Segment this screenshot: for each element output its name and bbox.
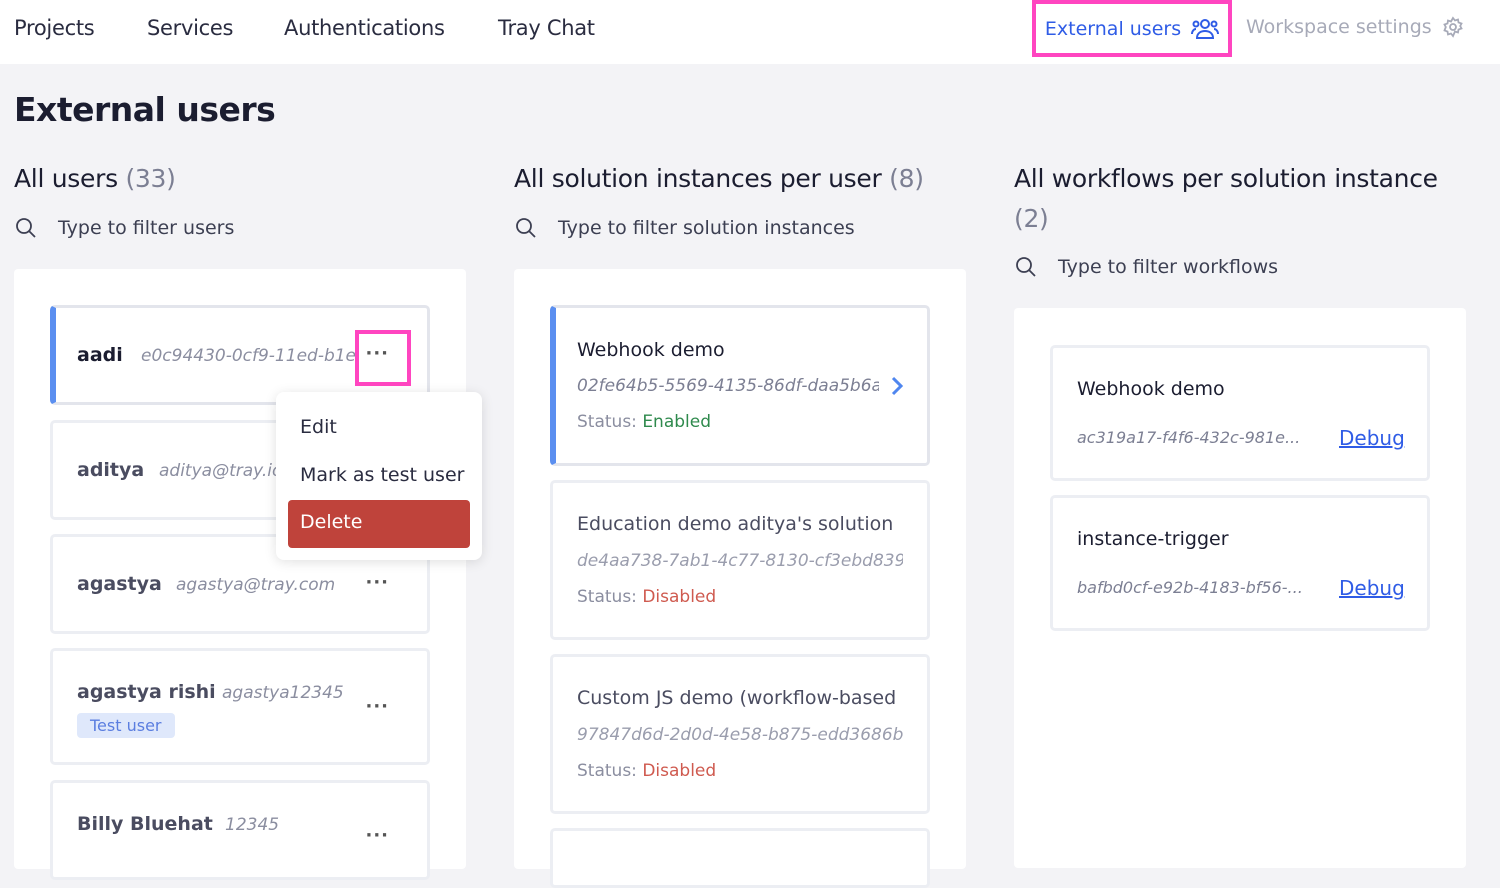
highlight-box: [355, 330, 411, 386]
workflow-id: ac319a17-f4f6-432c-981e...: [1077, 428, 1301, 447]
solution-status: Status: Disabled: [577, 587, 716, 607]
page-title: External users: [14, 90, 276, 129]
user-id: aditya@tray.io: [159, 461, 279, 481]
solution-card[interactable]: Custom JS demo (workflow-based 97847d6d-…: [550, 654, 930, 814]
status-value: Disabled: [642, 587, 717, 607]
solution-card[interactable]: Webhook demo 02fe64b5-5569-4135-86df-daa…: [550, 305, 930, 466]
chevron-right-icon[interactable]: [890, 376, 904, 396]
users-panel: aadi e0c94430-0cf9-11ed-b1e ··· aditya a…: [14, 269, 466, 880]
user-card[interactable]: agastya rishi agastya12345 Test user ···: [50, 648, 430, 765]
top-nav: Projects Services Authentications Tray C…: [0, 0, 1500, 64]
solution-id: 02fe64b5-5569-4135-86df-daa5b6a: [577, 376, 879, 396]
nav-authentications[interactable]: Authentications: [284, 16, 445, 40]
status-label: Status:: [577, 761, 637, 781]
status-value: Enabled: [642, 412, 712, 432]
users-count: (33): [125, 164, 176, 193]
debug-link[interactable]: Debug: [1339, 576, 1405, 600]
menu-item-edit[interactable]: Edit: [300, 416, 337, 438]
search-icon: [1016, 257, 1036, 277]
solution-id: 97847d6d-2d0d-4e58-b875-edd3686b: [577, 725, 903, 745]
solutions-heading: All solution instances per user (8): [514, 159, 924, 199]
search-icon: [516, 218, 536, 238]
users-filter[interactable]: Type to filter users: [14, 216, 234, 240]
status-label: Status:: [577, 587, 637, 607]
gear-icon: [1442, 16, 1463, 38]
user-card[interactable]: Billy Bluehat 12345 ···: [50, 780, 430, 880]
solution-name: Webhook demo: [577, 339, 725, 361]
solution-status: Status: Disabled: [577, 761, 716, 781]
workflows-filter-placeholder: Type to filter workflows: [1058, 256, 1279, 278]
solutions-title: All solution instances per user: [514, 164, 882, 193]
workflow-id: bafbd0cf-e92b-4183-bf56-...: [1077, 578, 1303, 597]
more-options-icon[interactable]: ···: [365, 696, 389, 717]
solution-status: Status: Enabled: [577, 412, 711, 432]
menu-item-delete[interactable]: Delete: [288, 500, 470, 548]
solution-id: de4aa738-7ab1-4c77-8130-cf3ebd839: [577, 551, 903, 571]
workflows-panel: Webhook demo ac319a17-f4f6-432c-981e... …: [1014, 308, 1466, 868]
solution-name: Education demo aditya's solution: [577, 513, 894, 535]
solution-card[interactable]: [550, 828, 930, 888]
solutions-panel: Webhook demo 02fe64b5-5569-4135-86df-daa…: [514, 269, 966, 888]
solutions-count: (8): [889, 164, 924, 193]
workflows-count: (2): [1014, 204, 1049, 233]
user-name: agastya: [77, 573, 162, 595]
menu-item-mark-test-user[interactable]: Mark as test user: [300, 464, 465, 486]
test-user-badge: Test user: [77, 713, 175, 738]
user-card[interactable]: aadi e0c94430-0cf9-11ed-b1e ···: [50, 305, 430, 405]
user-name: aditya: [77, 459, 145, 481]
workflows-title: All workflows per solution instance: [1014, 164, 1438, 193]
workflows-heading: All workflows per solution instance (2): [1014, 159, 1474, 239]
nav-workspace-settings-label: Workspace settings: [1246, 16, 1432, 38]
workflow-card: instance-trigger bafbd0cf-e92b-4183-bf56…: [1050, 495, 1430, 631]
user-id: agastya@tray.com: [176, 575, 336, 595]
user-id: agastya12345: [222, 683, 344, 703]
solution-name: Custom JS demo (workflow-based: [577, 687, 897, 709]
nav-projects[interactable]: Projects: [14, 16, 95, 40]
users-filter-placeholder: Type to filter users: [58, 217, 235, 239]
solutions-filter-placeholder: Type to filter solution instances: [558, 217, 855, 239]
user-id: 12345: [225, 815, 280, 835]
user-context-menu: Edit Mark as test user Delete: [276, 392, 482, 560]
workflow-name: instance-trigger: [1077, 528, 1229, 550]
user-name: Billy Bluehat: [77, 813, 213, 835]
workflow-card: Webhook demo ac319a17-f4f6-432c-981e... …: [1050, 345, 1430, 481]
user-id: e0c94430-0cf9-11ed-b1e: [141, 346, 355, 366]
nav-workspace-settings[interactable]: Workspace settings: [1246, 16, 1464, 38]
workflows-filter[interactable]: Type to filter workflows: [1014, 255, 1278, 279]
nav-tray-chat[interactable]: Tray Chat: [498, 16, 595, 40]
nav-external-users[interactable]: External users: [1032, 0, 1232, 57]
user-card[interactable]: agastya agastya@tray.com ···: [50, 534, 430, 634]
more-options-icon[interactable]: ···: [365, 825, 389, 846]
workflow-name: Webhook demo: [1077, 378, 1225, 400]
debug-link[interactable]: Debug: [1339, 426, 1405, 450]
user-name: agastya rishi: [77, 681, 216, 703]
solution-card[interactable]: Education demo aditya's solution de4aa73…: [550, 480, 930, 640]
users-heading: All users (33): [14, 159, 176, 199]
search-icon: [16, 218, 36, 238]
status-value: Disabled: [642, 761, 717, 781]
nav-services[interactable]: Services: [147, 16, 234, 40]
users-icon: [1191, 18, 1220, 39]
solutions-filter[interactable]: Type to filter solution instances: [514, 216, 855, 240]
users-title: All users: [14, 164, 118, 193]
more-options-icon[interactable]: ···: [365, 343, 389, 364]
more-options-icon[interactable]: ···: [365, 572, 389, 593]
nav-external-users-label: External users: [1044, 17, 1182, 40]
status-label: Status:: [577, 412, 637, 432]
user-name: aadi: [77, 344, 123, 366]
